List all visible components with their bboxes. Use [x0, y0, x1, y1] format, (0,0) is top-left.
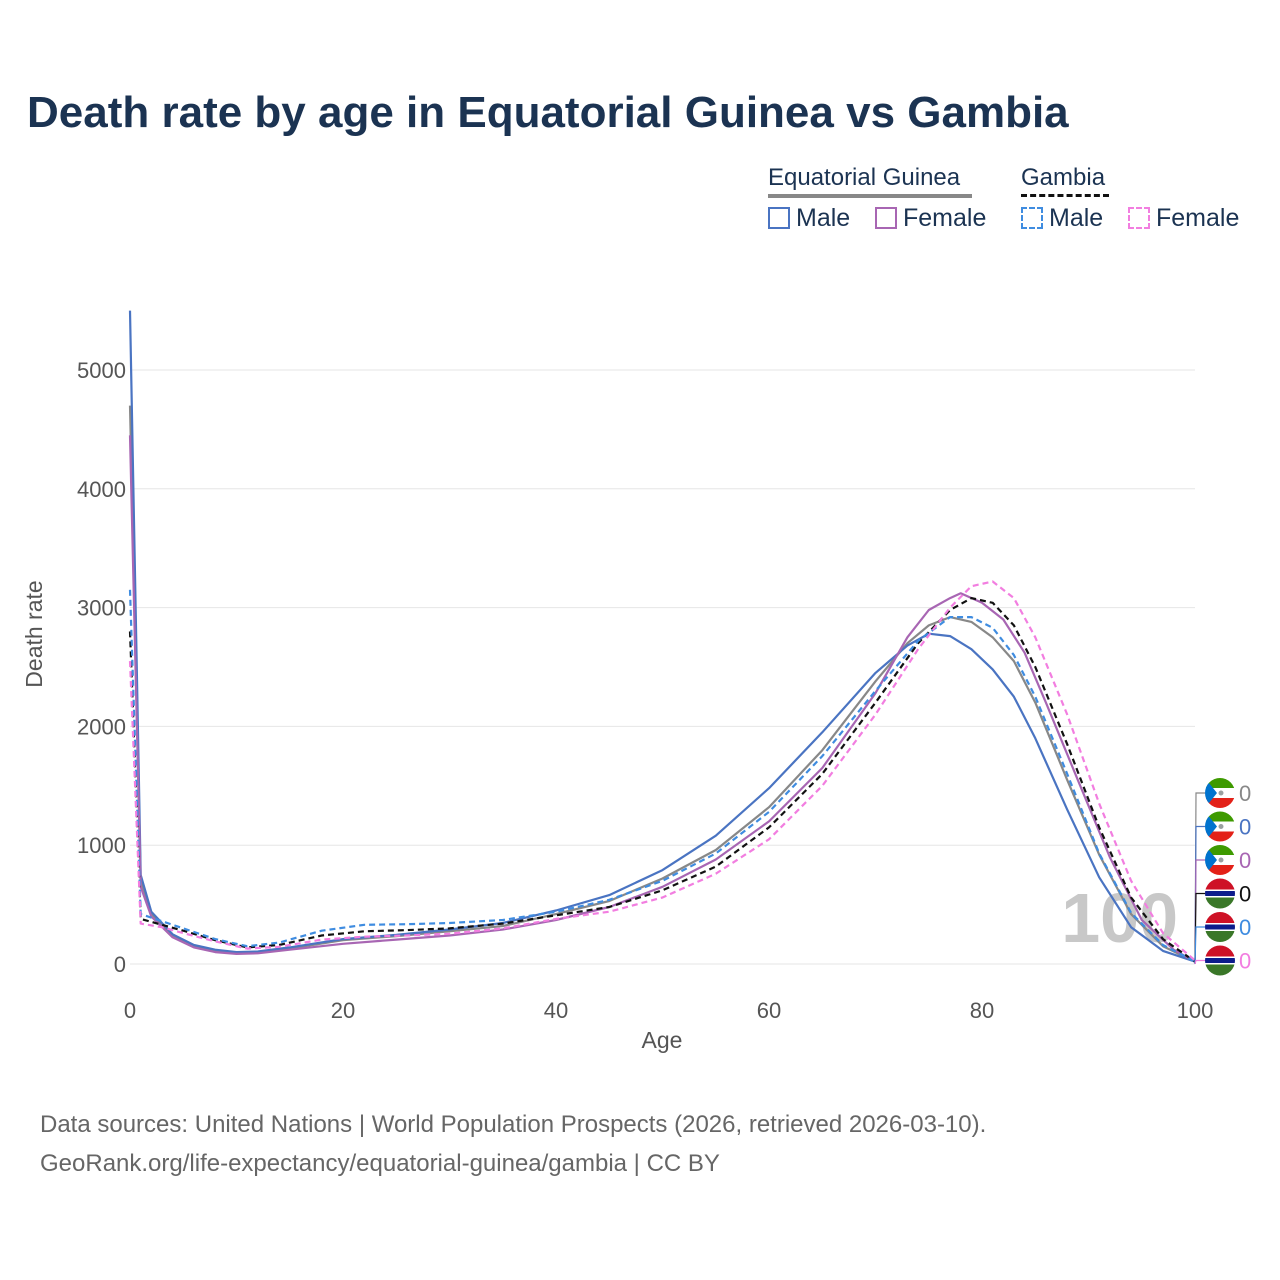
legend-item-label: Male: [796, 204, 851, 232]
source-line-1: Data sources: United Nations | World Pop…: [40, 1111, 987, 1138]
end-connector: [1194, 959, 1205, 965]
y-tick-label: 0: [114, 952, 126, 977]
legend-group-gambia[interactable]: Gambia: [1021, 164, 1109, 197]
y-axis-title: Death rate: [21, 580, 47, 687]
gambia-flag-icon: [1205, 912, 1235, 942]
end-marker-gambia: 0: [1194, 912, 1251, 965]
end-marker-equatorial-guinea: 0: [1194, 845, 1251, 965]
y-tick-label: 5000: [77, 358, 126, 383]
end-markers: 0 0 0 0 0 0: [1194, 778, 1251, 976]
grid-lines: [130, 369, 1195, 965]
end-value-label: 0: [1239, 949, 1251, 974]
series-line-gambia-total[interactable]: [128, 597, 1196, 963]
x-tick-label: 0: [124, 998, 136, 1023]
y-tick-label: 4000: [77, 477, 126, 502]
x-axis-title: Age: [642, 1027, 683, 1053]
end-connector: [1194, 792, 1205, 965]
end-marker-gambia: 0: [1194, 945, 1251, 976]
series-lines: [128, 310, 1196, 963]
end-connector: [1194, 859, 1205, 965]
gambia-flag-icon: [1205, 945, 1235, 976]
y-tick-label: 3000: [77, 596, 126, 621]
source-line-2[interactable]: GeoRank.org/life-expectancy/equatorial-g…: [40, 1150, 720, 1177]
legend-swatch: [1021, 207, 1043, 229]
end-value-label: 0: [1239, 882, 1251, 907]
x-tick-label: 60: [757, 998, 781, 1023]
x-tick-label: 100: [1177, 998, 1214, 1023]
legend-swatch: [1128, 207, 1150, 229]
legend-item-eg-female[interactable]: Female: [875, 204, 986, 234]
legend-group-equatorial-guinea[interactable]: Equatorial Guinea: [768, 164, 972, 198]
legend-item-label: Female: [903, 204, 987, 232]
end-value-label: 0: [1239, 815, 1251, 840]
legend-item-gm-male[interactable]: Male: [1021, 204, 1103, 234]
legend-group-label: Gambia: [1021, 164, 1106, 191]
x-tick-label: 20: [331, 998, 355, 1023]
legend-item-label: Male: [1049, 204, 1104, 232]
equatorial-guinea-flag-icon: [1205, 778, 1235, 808]
legend-swatch: [768, 207, 790, 229]
end-connector: [1194, 926, 1205, 965]
y-tick-label: 1000: [77, 833, 126, 858]
end-value-label: 0: [1239, 781, 1251, 806]
x-tick-label: 40: [544, 998, 568, 1023]
legend-group-label: Equatorial Guinea: [768, 164, 961, 191]
series-line-equatorial-guinea-male[interactable]: [128, 310, 1196, 963]
end-value-label: 0: [1239, 848, 1251, 873]
legend: Equatorial Guinea Male Female Gambia Mal…: [0, 160, 1280, 240]
x-axis-ticks: 0 20 40 60 80 100: [124, 998, 1213, 1023]
equatorial-guinea-flag-icon: [1205, 811, 1235, 842]
series-line-gambia-male[interactable]: [128, 589, 1196, 963]
chart-title: Death rate by age in Equatorial Guinea v…: [27, 88, 1069, 137]
legend-item-eg-male[interactable]: Male: [768, 204, 850, 234]
y-tick-label: 2000: [77, 714, 126, 739]
series-line-equatorial-guinea-female[interactable]: [128, 435, 1196, 963]
y-axis-ticks: 0 1000 2000 3000 4000 5000: [77, 358, 126, 977]
end-value-label: 0: [1239, 915, 1251, 940]
legend-swatch: [875, 207, 897, 229]
gambia-flag-icon: [1205, 878, 1235, 909]
legend-item-label: Female: [1156, 204, 1240, 232]
x-tick-label: 80: [970, 998, 994, 1023]
legend-item-gm-female[interactable]: Female: [1128, 204, 1239, 234]
equatorial-guinea-flag-icon: [1205, 845, 1235, 875]
series-line-gambia-female[interactable]: [128, 580, 1196, 962]
source-note: Data sources: United Nations | World Pop…: [40, 1105, 986, 1183]
